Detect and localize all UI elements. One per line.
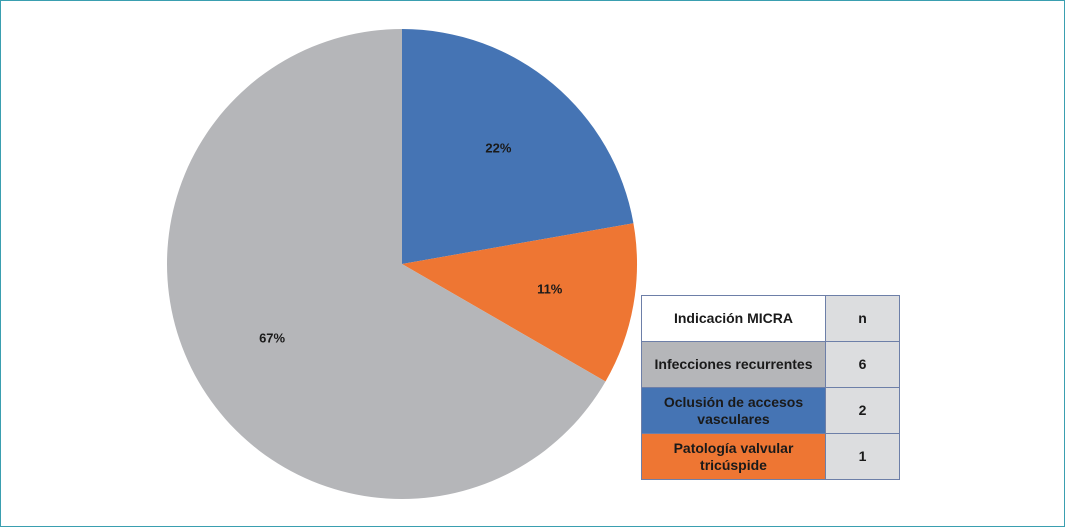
legend-label-oclusion: Oclusión de accesos vasculares [641, 387, 826, 434]
legend-row-oclusion: Oclusión de accesos vasculares 2 [641, 387, 900, 434]
pie-slice-label-1: 11% [537, 281, 563, 296]
pie-slice-label-0: 22% [485, 141, 511, 156]
legend-n-patologia: 1 [825, 433, 900, 480]
legend-row-infecciones: Infecciones recurrentes 6 [641, 341, 900, 388]
legend-n-oclusion: 2 [825, 387, 900, 434]
pie-slice-1 [402, 223, 637, 382]
legend-label-patologia: Patología valvular tricúspide [641, 433, 826, 480]
legend-header-row: Indicación MICRA n [641, 295, 900, 342]
legend-row-patologia: Patología valvular tricúspide 1 [641, 433, 900, 480]
pie-slice-0 [402, 29, 634, 264]
legend-table: Indicación MICRA n Infecciones recurrent… [641, 295, 900, 480]
pie-slice-label-2: 67% [259, 330, 285, 345]
legend-header-n: n [825, 295, 900, 342]
legend-header-label: Indicación MICRA [641, 295, 826, 342]
pie-slice-2 [167, 29, 606, 499]
legend-n-infecciones: 6 [825, 341, 900, 388]
legend-label-infecciones: Infecciones recurrentes [641, 341, 826, 388]
